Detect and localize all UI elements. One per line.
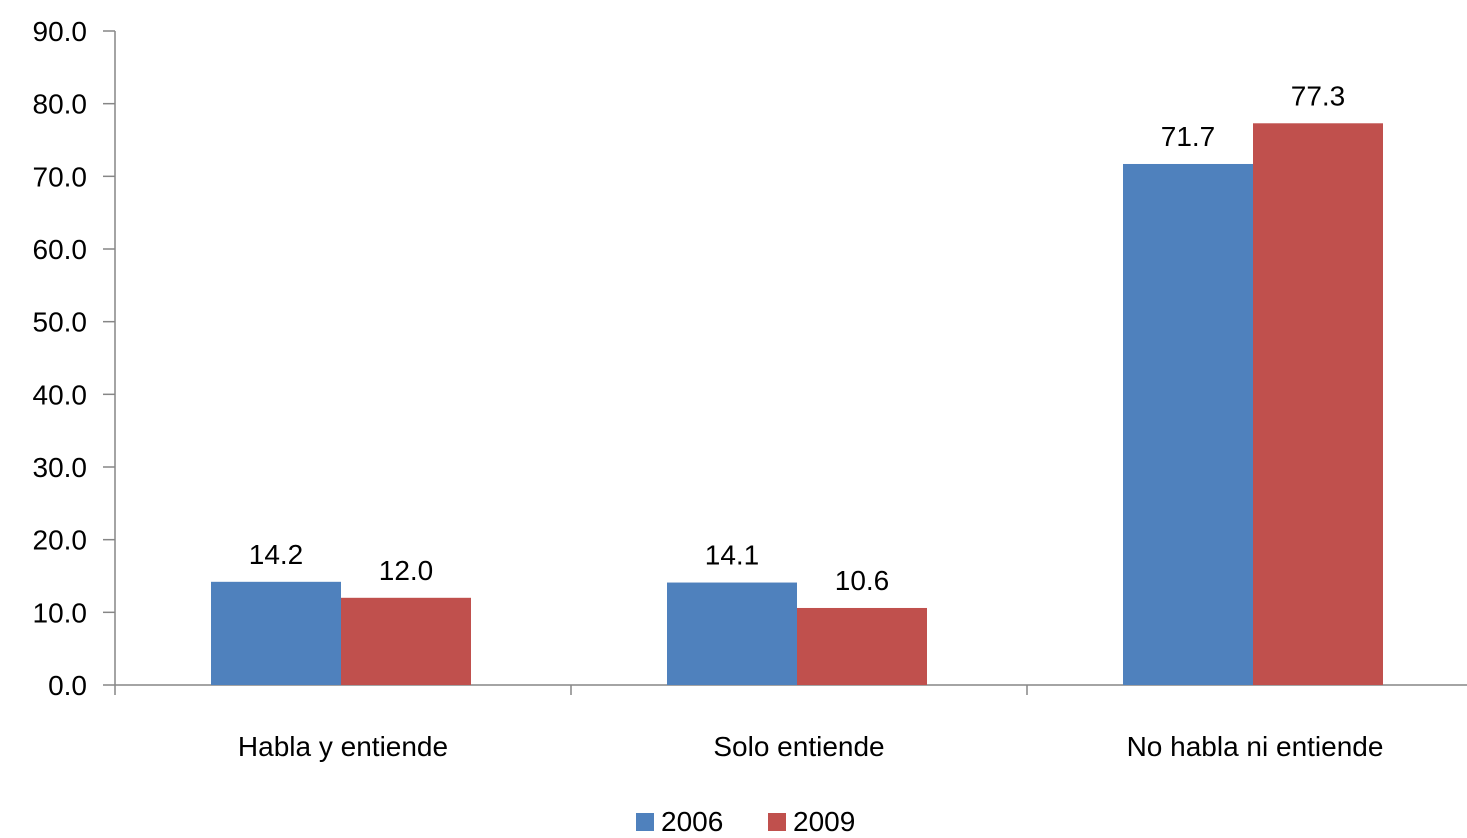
bar-2009-1 <box>797 607 927 685</box>
data-label: 14.2 <box>249 539 304 570</box>
bar-2006-0 <box>211 581 341 685</box>
data-label: 12.0 <box>379 555 434 586</box>
y-tick-label: 60.0 <box>33 234 88 265</box>
x-tick-label: Solo entiende <box>713 731 884 762</box>
bar-2009-0 <box>341 597 471 685</box>
bars <box>211 123 1383 686</box>
x-axis: Habla y entiende Solo entiende No habla ni… <box>114 684 1467 762</box>
y-tick-label: 50.0 <box>33 307 88 338</box>
legend-label: 2009 <box>793 806 855 837</box>
legend-label: 2006 <box>661 806 723 837</box>
y-axis: 0.0 10.0 20.0 30.0 40.0 50.0 60.0 70.0 80.0 90.0 <box>33 16 116 701</box>
legend-swatch-2006 <box>636 813 654 831</box>
data-label: 14.1 <box>705 540 760 571</box>
data-label: 77.3 <box>1291 80 1346 111</box>
y-tick-label: 90.0 <box>33 16 88 47</box>
x-tick-label: No habla ni entiende <box>1127 731 1384 762</box>
bar-2009-2 <box>1253 123 1383 685</box>
legend-swatch-2009 <box>768 813 786 831</box>
data-label: 10.6 <box>835 565 890 596</box>
data-labels: 14.2 14.1 71.7 12.0 10.6 77.3 <box>249 80 1346 596</box>
bar-2006-2 <box>1123 163 1253 686</box>
y-tick-label: 30.0 <box>33 452 88 483</box>
y-tick-label: 20.0 <box>33 525 88 556</box>
bar-2006-1 <box>667 582 797 685</box>
data-label: 71.7 <box>1161 121 1216 152</box>
x-tick-label: Habla y entiende <box>238 731 448 762</box>
y-tick-label: 70.0 <box>33 161 88 192</box>
legend: 2006 2009 <box>636 806 855 837</box>
y-tick-label: 80.0 <box>33 89 88 120</box>
y-tick-label: 40.0 <box>33 379 88 410</box>
y-tick-label: 10.0 <box>33 597 88 628</box>
y-tick-label: 0.0 <box>48 670 87 701</box>
